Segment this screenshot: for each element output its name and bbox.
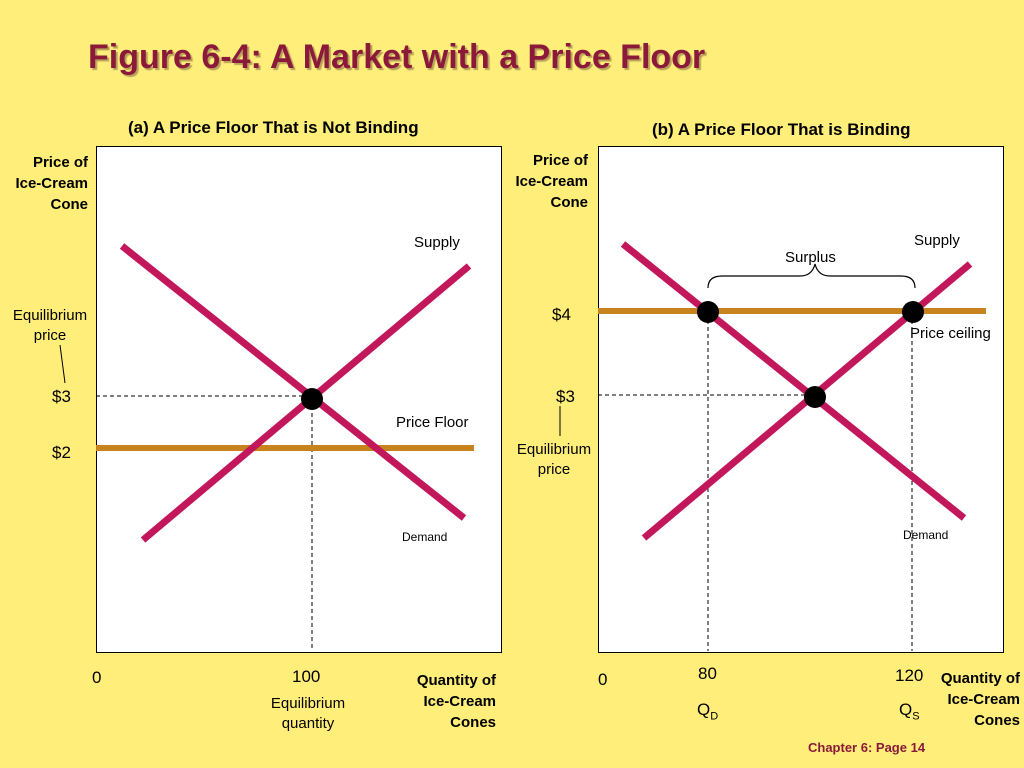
panel-b-y-axis-label: Price of Ice-Cream Cone	[515, 152, 588, 211]
panel-a-equilibrium-pointer	[59, 344, 66, 384]
panel-a-equilibrium-point	[301, 388, 323, 410]
page-footer: Chapter 6: Page 14	[808, 740, 926, 755]
panel-a-plot-area	[96, 146, 502, 653]
panel-a-equilibrium-price-label: Equilibrium price	[12, 307, 88, 344]
panel-b-subtitle: (b) A Price Floor That is Binding	[652, 120, 911, 139]
panel-b-demand-label: Demand	[903, 528, 949, 542]
panel-b-x-axis-label: Quantity of Ice-Cream Cones	[940, 670, 1020, 729]
panel-b-origin: 0	[598, 670, 608, 689]
panel-b-qd-label: QD	[697, 700, 719, 723]
panel-a-subtitle: (a) A Price Floor That is Not Binding	[128, 118, 419, 137]
panel-b-equilibrium-price-label: Equilibrium price	[516, 441, 592, 478]
panel-a-origin: 0	[92, 668, 102, 687]
panel-b-qty-120: 120	[895, 666, 924, 685]
panel-b-price-3: $3	[556, 387, 575, 406]
panel-b-qty-80: 80	[698, 664, 717, 683]
panel-a-equilibrium-quantity-label: Equilibrium quantity	[270, 695, 346, 732]
slide-title: Figure 6-4: A Market with a Price Floor	[88, 38, 706, 76]
panel-a-y-axis-label: Price of Ice-Cream Cone	[15, 154, 88, 213]
panel-b-demand-curve	[620, 241, 967, 521]
panel-a-qty-100: 100	[292, 667, 321, 686]
panel-a-price-floor-label: Price Floor	[396, 414, 469, 431]
panel-b-qs-label: QS	[899, 700, 920, 723]
panel-b-surplus-label: Surplus	[785, 249, 836, 266]
panel-b-qs-point	[902, 301, 924, 323]
panel-b-price-ceiling-label: Price ceiling	[910, 325, 991, 342]
panel-b-price-4: $4	[552, 305, 571, 324]
panel-b-surplus-brace	[707, 263, 916, 289]
panel-a-supply-label: Supply	[414, 234, 460, 251]
panel-b-supply-label: Supply	[914, 232, 960, 249]
panel-a-price-2: $2	[52, 443, 71, 462]
panel-a-x-axis-label: Quantity of Ice-Cream Cones	[416, 672, 496, 731]
panel-a-demand-curve	[119, 243, 467, 521]
panel-b-equilibrium-point	[804, 386, 826, 408]
panel-b-qd-point	[697, 301, 719, 323]
panel-a-price-3: $3	[52, 387, 71, 406]
panel-a-demand-label: Demand	[402, 530, 448, 544]
panel-b-plot-area	[598, 146, 1004, 653]
